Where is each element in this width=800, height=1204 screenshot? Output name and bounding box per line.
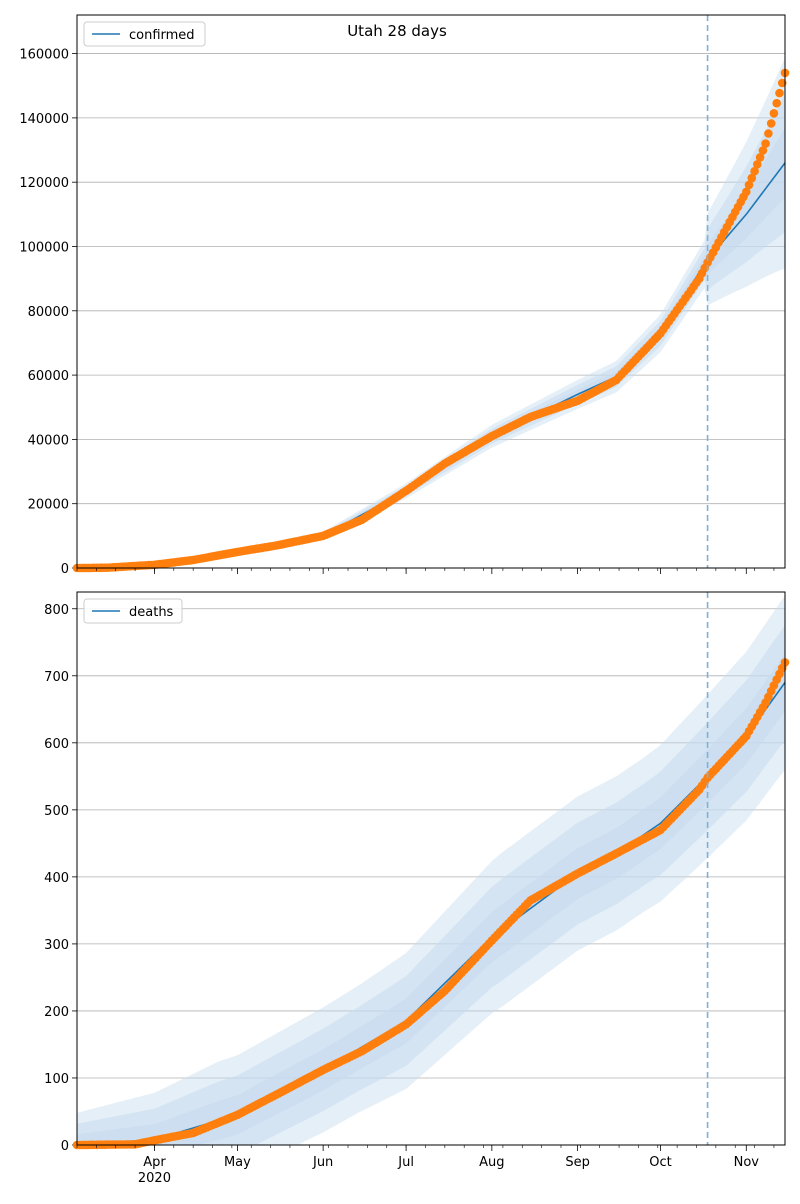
y-tick-label: 500 (44, 804, 69, 819)
y-tick-label: 800 (44, 603, 69, 618)
plot-frame (76, 14, 786, 569)
y-tick-label: 700 (44, 670, 69, 685)
legend-box (83, 598, 183, 624)
observed-point (766, 119, 776, 128)
y-tick-label: 0 (61, 562, 69, 577)
observed-point (755, 153, 765, 162)
x-tick-label: Aug (479, 1155, 504, 1170)
observed-point (761, 139, 770, 148)
observed-point (777, 78, 787, 88)
observed-point (769, 109, 779, 118)
observed-point (747, 173, 757, 183)
x-tick-label: Jun (312, 1155, 333, 1170)
y-tick-label: 20000 (28, 498, 69, 513)
uncertainty-band (77, 625, 785, 1145)
y-tick-label: 160000 (19, 48, 69, 63)
y-tick-label: 100000 (19, 240, 69, 255)
legend-label: confirmed (129, 28, 195, 43)
y-tick-label: 40000 (28, 433, 69, 448)
y-tick-label: 60000 (28, 369, 69, 384)
y-tick-label: 400 (44, 871, 69, 886)
plot-frame (76, 591, 786, 1146)
y-tick-label: 300 (44, 938, 69, 953)
x-tick-label: Sep (565, 1155, 590, 1170)
x-year-label: 2020 (138, 1171, 171, 1186)
y-tick-label: 100 (44, 1072, 69, 1087)
uncertainty-band (77, 128, 785, 568)
uncertainty-band (77, 93, 785, 569)
observed-point (750, 166, 759, 176)
observed-point (744, 180, 754, 190)
observed-point (758, 146, 768, 155)
x-tick-label: Apr (143, 1155, 166, 1170)
x-tick-label: Jul (397, 1155, 414, 1170)
observed-point (764, 129, 773, 138)
legend-label: deaths (129, 605, 174, 620)
x-tick-label: May (224, 1155, 251, 1170)
observed-point (753, 160, 762, 169)
legend-box (83, 21, 206, 47)
observed-point (775, 88, 784, 98)
uncertainty-band (77, 595, 785, 1145)
y-tick-label: 120000 (19, 176, 69, 191)
x-tick-label: Oct (649, 1155, 671, 1170)
chart-title: Utah 28 days (347, 22, 447, 40)
y-tick-label: 140000 (19, 112, 69, 127)
fit-line (76, 162, 786, 569)
y-tick-label: 0 (61, 1139, 69, 1154)
y-tick-label: 200 (44, 1005, 69, 1020)
observed-point (742, 187, 751, 197)
observed-point (772, 98, 781, 108)
y-tick-label: 600 (44, 737, 69, 752)
y-tick-label: 80000 (28, 305, 69, 320)
x-tick-label: Nov (734, 1155, 760, 1170)
